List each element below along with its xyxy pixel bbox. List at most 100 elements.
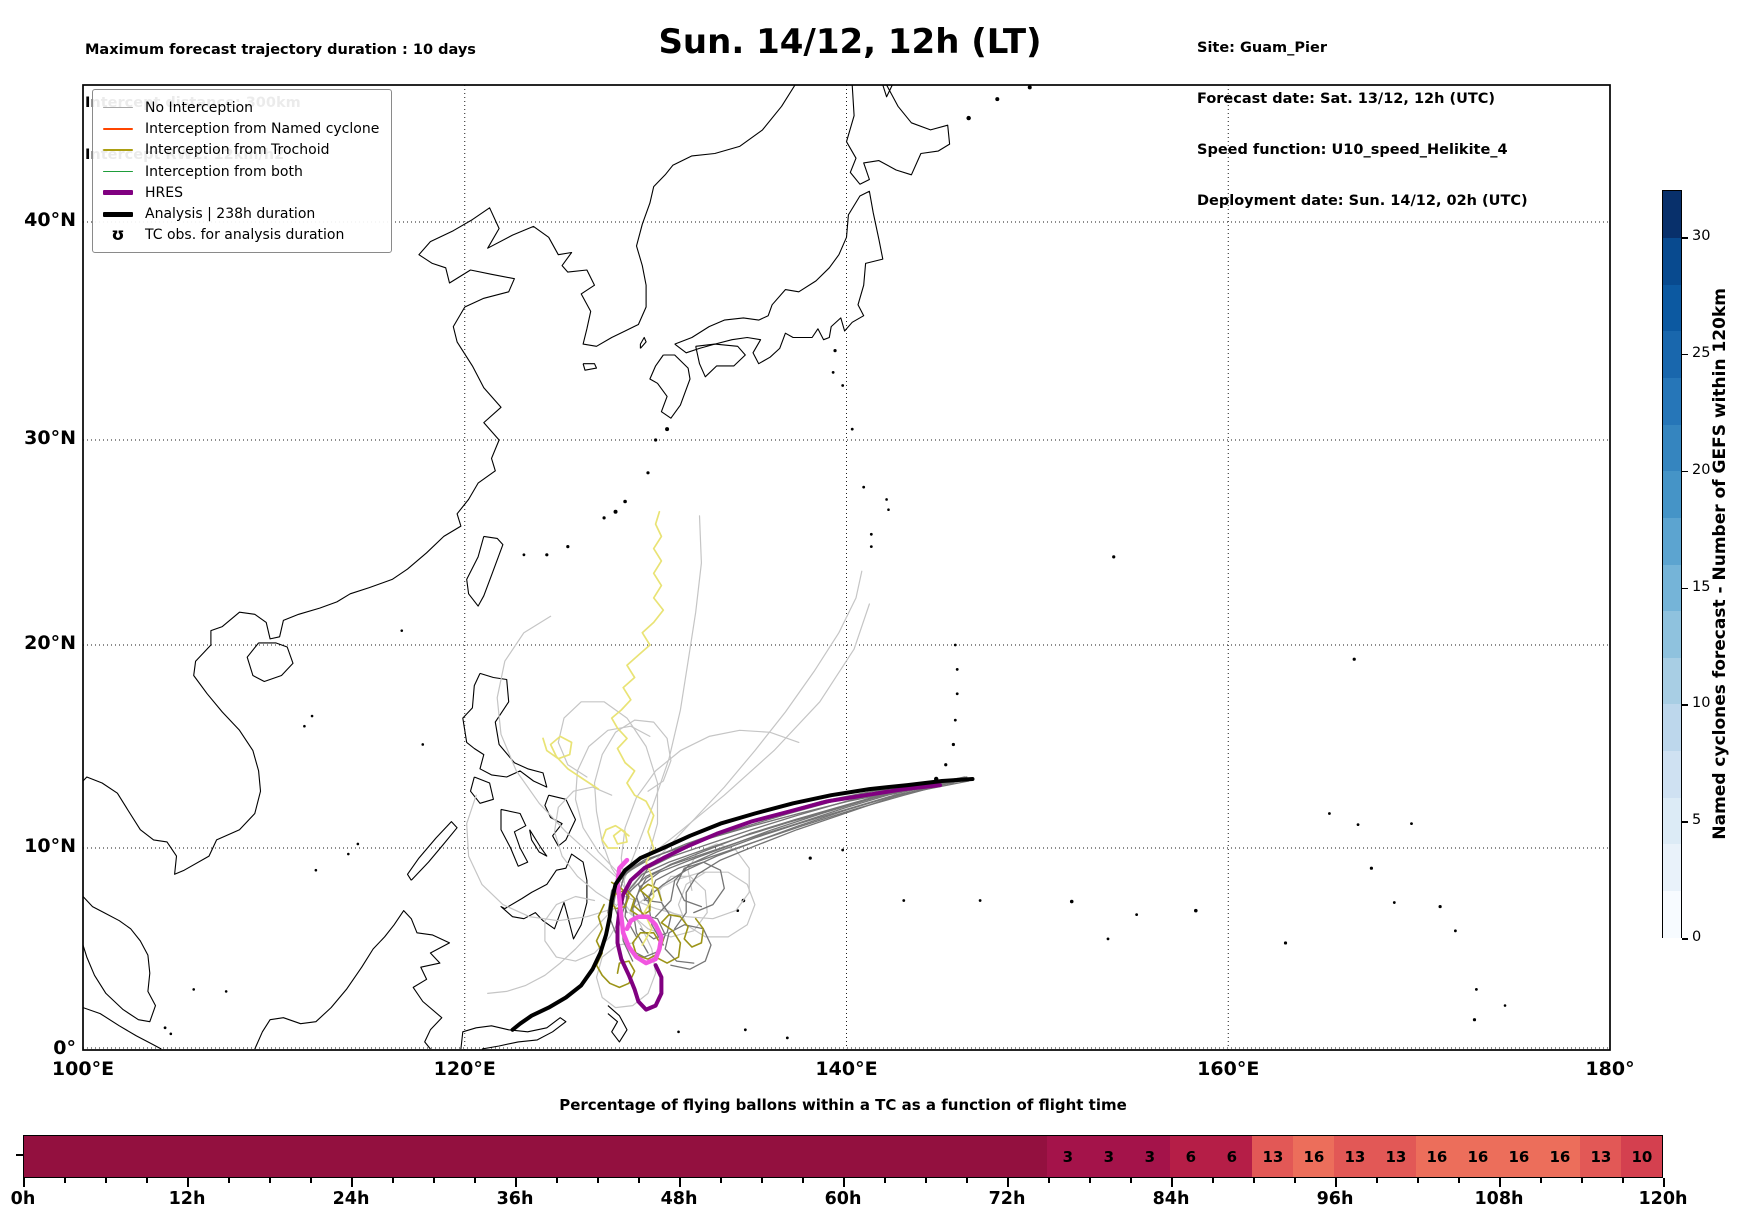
- legend-line-sample: [103, 211, 133, 217]
- strip-cell-93h: 16: [1293, 1136, 1335, 1177]
- legend-item-0: No Interception: [103, 97, 381, 118]
- island-dot: [1027, 85, 1032, 90]
- strip-major-tick: [679, 1178, 681, 1187]
- strip-tick-label-108h: 108h: [1474, 1189, 1524, 1209]
- island-dot: [953, 718, 957, 722]
- island-dot: [1503, 1004, 1507, 1007]
- strip-cell-108h: 16: [1498, 1136, 1540, 1177]
- strip-minor-tick: [1622, 1178, 1624, 1183]
- island-dot: [1369, 866, 1374, 870]
- lat-tick-label-40: 40°N: [24, 209, 76, 231]
- island-dot: [522, 553, 526, 557]
- island-dot: [995, 97, 1000, 102]
- island-dot: [169, 1032, 173, 1036]
- strip-chart-title: Percentage of flying ballons within a TC…: [559, 1096, 1127, 1114]
- island-dot: [1328, 812, 1331, 815]
- trajectory-path: [510, 777, 975, 1032]
- strip-major-tick: [843, 1178, 845, 1187]
- strip-minor-tick: [1212, 1178, 1214, 1183]
- coastline-1: [83, 896, 157, 1023]
- coastline-19: [882, 85, 893, 98]
- island-dot: [347, 852, 350, 856]
- colorbar-tick-label-10: 10: [1692, 695, 1711, 712]
- island-dot: [885, 498, 888, 501]
- strip-minor-tick: [884, 1178, 886, 1183]
- island-dot: [1472, 1018, 1477, 1022]
- legend-color-line: [103, 149, 133, 152]
- island-dot: [1392, 901, 1396, 904]
- coastline-20: [582, 363, 598, 371]
- trajectory-path: [610, 510, 665, 946]
- strip-minor-tick: [1540, 1178, 1542, 1183]
- trajectory-path: [643, 780, 970, 902]
- strip-minor-tick: [146, 1178, 148, 1183]
- lat-tick-label-0: 0°: [53, 1037, 76, 1059]
- island-dot: [850, 427, 854, 431]
- strip-cell-84h: 6: [1170, 1136, 1212, 1177]
- coastline-10: [544, 794, 577, 847]
- strip-tick-label-84h: 84h: [1152, 1189, 1190, 1209]
- legend-item-label: Interception from Named cyclone: [145, 120, 380, 137]
- coastline-0: [83, 85, 796, 875]
- coastline-15: [649, 354, 691, 419]
- strip-minor-tick: [556, 1178, 558, 1183]
- trajectory-path: [622, 515, 702, 883]
- trajectory-path: [620, 778, 964, 962]
- trajectory-path: [496, 615, 617, 877]
- legend-line-sample: [103, 170, 133, 173]
- island-dot: [310, 714, 314, 718]
- coastline-8: [462, 672, 548, 788]
- island-dot: [862, 485, 866, 489]
- island-dot: [677, 1030, 680, 1034]
- legend-item-4: HRES: [103, 182, 381, 203]
- strip-minor-tick: [1130, 1178, 1132, 1183]
- colorbar-block: [1663, 377, 1681, 425]
- island-dot: [1135, 913, 1139, 917]
- island-dot: [1352, 657, 1356, 661]
- strip-minor-tick: [474, 1178, 476, 1183]
- strip-minor-tick: [105, 1178, 107, 1183]
- trajectory-path: [628, 603, 870, 873]
- lon-tick-label-120: 120°E: [433, 1058, 496, 1080]
- figure-title: Sun. 14/12, 12h (LT): [658, 22, 1042, 62]
- coastline-16: [695, 343, 746, 378]
- island-dot: [665, 427, 670, 432]
- strip-minor-tick: [1048, 1178, 1050, 1183]
- island-dot: [1106, 937, 1110, 941]
- strip-major-tick: [23, 1178, 25, 1187]
- max-duration-text: Maximum forecast trajectory duration : 1…: [85, 42, 476, 58]
- trajectory-path: [593, 719, 672, 889]
- strip-major-tick: [515, 1178, 517, 1187]
- island-dot: [356, 842, 360, 846]
- island-dot: [841, 848, 845, 852]
- trajectory-path: [542, 735, 600, 790]
- legend-item-label: HRES: [145, 184, 183, 201]
- island-dot: [566, 545, 570, 549]
- trajectory-path: [609, 881, 663, 918]
- strip-minor-tick: [433, 1178, 435, 1183]
- forecast-date-text: Forecast date: Sat. 13/12, 12h (UTC): [1197, 91, 1496, 107]
- island-dot: [303, 724, 306, 728]
- colorbar-block: [1663, 890, 1681, 938]
- trajectory-path: [612, 776, 968, 926]
- strip-cell-96h: 13: [1334, 1136, 1376, 1177]
- tc-symbol: ʊ: [111, 225, 125, 246]
- strip-chart: 3 3 3 6 6 13 16 13 13 16 16 16 16 13 10: [23, 1135, 1663, 1178]
- strip-cell-117h: 10: [1621, 1136, 1663, 1177]
- coastline-21: [639, 336, 647, 349]
- island-dot: [623, 499, 627, 504]
- colorbar-tick: [1682, 821, 1688, 823]
- colorbar-tick-label-30: 30: [1692, 228, 1711, 244]
- trajectory-path: [624, 570, 863, 893]
- site-text: Site: Guam_Pier: [1197, 40, 1327, 56]
- coastline-12: [529, 829, 548, 857]
- coastline-3: [254, 910, 451, 1050]
- strip-minor-tick: [802, 1178, 804, 1183]
- coastline-14: [500, 853, 588, 940]
- colorbar-block: [1663, 330, 1681, 378]
- coastline-13: [406, 821, 458, 881]
- island-dot: [314, 868, 318, 872]
- island-dot: [163, 1026, 167, 1030]
- strip-major-tick: [351, 1178, 353, 1187]
- trajectory-path: [674, 782, 947, 930]
